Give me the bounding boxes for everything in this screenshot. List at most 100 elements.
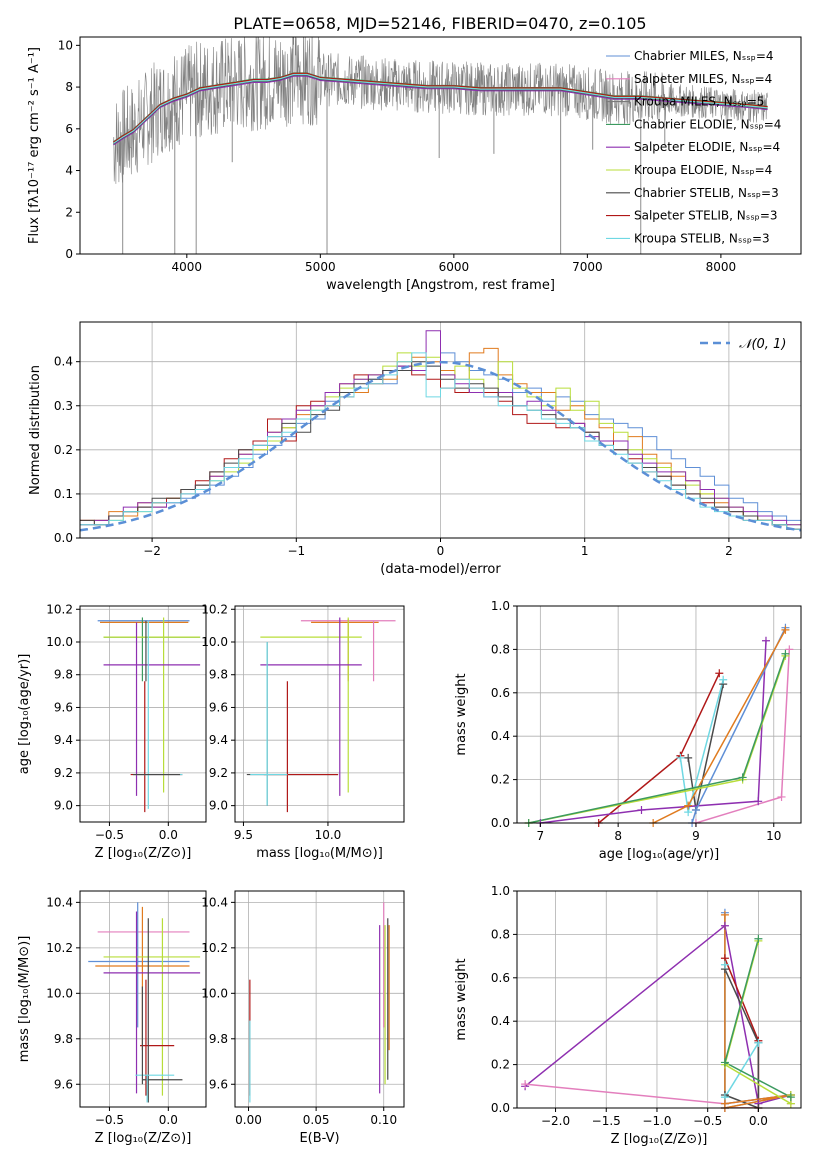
x-axis-label: wavelength [Angstrom, rest frame]: [326, 278, 555, 293]
series-marker: [754, 797, 763, 806]
model-line: [113, 73, 768, 144]
y-tick-label: 9.6: [209, 700, 228, 714]
y-axis-label: mass weight: [454, 958, 469, 1040]
x-tick-label: 6000: [439, 260, 470, 274]
x-tick-label: 0.10: [370, 1113, 397, 1127]
legend-label: Chabrier MILES, Nₛₛₚ=4: [634, 49, 774, 63]
x-tick-label: 8000: [706, 260, 737, 274]
x-tick-label: 9.5: [234, 828, 253, 842]
y-tick-label: 9.8: [54, 668, 73, 682]
series-marker: [781, 625, 790, 634]
plot-area: [113, 37, 768, 254]
x-tick-label: 10.0: [315, 828, 342, 842]
y-axis-label: age [log₁₀(age/yr)]: [17, 654, 32, 775]
series-marker: [691, 805, 700, 814]
series-line: [691, 627, 787, 823]
series-marker: [785, 645, 794, 654]
y-axis-label: Flux [fλ10⁻¹⁷ erg cm⁻² s⁻¹ A⁻¹]: [27, 47, 42, 244]
plot-area: [524, 912, 792, 1108]
y-tick-label: 9.6: [209, 1077, 228, 1091]
y-tick-label: 8: [65, 80, 73, 94]
y-tick-label: 9.0: [54, 799, 73, 813]
x-tick-label: −1: [287, 544, 305, 558]
legend-label: Chabrier STELIB, Nₛₛₚ=3: [634, 186, 779, 200]
plot-area: [88, 902, 201, 1103]
x-tick-label: 5000: [305, 260, 336, 274]
x-tick-label: −0.5: [95, 828, 124, 842]
y-tick-label: 10.0: [46, 635, 73, 649]
y-tick-label: 0.6: [491, 971, 510, 985]
panel-residuals: 𝒩(0, 1) −2 −1 0 1 2 0.0 0.1 0.2 0.3 0.4 (data-model…: [28, 321, 802, 577]
legend: Chabrier MILES, Nₛₛₚ=4 Salpeter MILES, Nₛ…: [606, 49, 781, 245]
y-tick-label: 9.6: [54, 700, 73, 714]
y-tick-label: 10.0: [201, 635, 228, 649]
y-tick-label: 4: [65, 164, 73, 178]
series-marker: [781, 649, 790, 658]
y-tick-label: 0.3: [54, 399, 73, 413]
x-tick-label: 7: [537, 829, 545, 843]
x-axis-label: Z [log₁₀(Z/Z⊙)]: [95, 1131, 192, 1146]
model-line: [113, 75, 768, 146]
x-tick-label: 0.0: [159, 828, 178, 842]
legend-label: Salpeter MILES, Nₛₛₚ=4: [634, 72, 772, 86]
series-marker: [720, 1058, 729, 1067]
series-marker: [720, 921, 729, 930]
x-tick-label: 0.0: [159, 1113, 178, 1127]
data-spectrum-line: [113, 37, 768, 184]
y-tick-label: 9.8: [209, 1032, 228, 1046]
x-tick-label: −1.5: [592, 1114, 621, 1128]
x-axis-label: age [log₁₀(age/yr)]: [599, 847, 720, 862]
plot-area: [80, 330, 801, 538]
legend-label: Salpeter STELIB, Nₛₛₚ=3: [634, 209, 778, 223]
y-tick-label: 0.8: [491, 642, 510, 656]
x-tick-label: 2: [725, 544, 733, 558]
x-tick-label: −0.5: [95, 1113, 124, 1127]
y-tick-label: 10: [58, 38, 73, 52]
series-marker: [754, 934, 763, 943]
axes-frame: [516, 890, 802, 1109]
x-tick-label: 4000: [172, 260, 203, 274]
axes-frame: [79, 605, 207, 823]
axes-frame: [516, 605, 802, 824]
y-tick-label: 0.6: [491, 686, 510, 700]
series-marker: [719, 675, 728, 684]
panel-z-age: −0.5 0.0 9.0 9.2 9.4 9.6 9.8 10.0 10.2 Z [log₁₀(Z…: [17, 602, 207, 861]
plot-area: [249, 902, 390, 1103]
series-marker: [761, 636, 770, 645]
x-tick-label: 8: [614, 829, 622, 843]
x-axis-label: E(B-V): [299, 1131, 339, 1146]
y-tick-label: 1.0: [491, 599, 510, 613]
y-tick-label: 10.4: [46, 895, 73, 909]
panel-z-massweight: −2.0 −1.5 −1.0 −0.5 0.0 0.0 0.2 0.4 0.6 0.8 1.0 Z […: [454, 884, 802, 1147]
model-line: [113, 72, 768, 143]
panel-age-massweight: 7 8 9 10 0.0 0.2 0.4 0.6 0.8 1.0 age [log₁₀(age/yr…: [454, 599, 802, 862]
y-tick-label: 9.4: [54, 733, 73, 747]
y-tick-label: 2: [65, 205, 73, 219]
y-tick-label: 0.2: [491, 773, 510, 787]
y-tick-label: 10.2: [201, 602, 228, 616]
y-tick-label: 10.2: [201, 941, 228, 955]
x-axis-label: Z [log₁₀(Z/Z⊙)]: [611, 1132, 708, 1147]
y-tick-label: 9.6: [54, 1077, 73, 1091]
legend-label: Chabrier ELODIE, Nₛₛₚ=4: [634, 117, 781, 131]
plot-area: [97, 617, 201, 813]
x-tick-label: −2.0: [541, 1114, 570, 1128]
panel-z-mass: −0.5 0.0 9.6 9.8 10.0 10.2 10.4 Z [log₁₀(Z/Z⊙)]…: [17, 890, 207, 1146]
series-line: [540, 640, 767, 823]
y-tick-label: 0.2: [491, 1058, 510, 1072]
x-tick-label: −2: [143, 544, 161, 558]
histogram-series: [80, 352, 801, 538]
x-tick-label: 9: [692, 829, 700, 843]
y-tick-label: 9.4: [209, 733, 228, 747]
plot-area: [528, 627, 791, 823]
y-tick-label: 9.0: [209, 799, 228, 813]
y-axis-label: mass [log₁₀(M/M⊙)]: [17, 936, 32, 1063]
legend-label: 𝒩(0, 1): [739, 337, 786, 352]
x-tick-label: 0.0: [749, 1114, 768, 1128]
x-tick-label: 0.05: [303, 1113, 330, 1127]
x-tick-label: 0: [437, 544, 445, 558]
histogram-series: [80, 361, 801, 538]
y-tick-label: 0.4: [491, 1014, 510, 1028]
series-marker: [786, 1093, 795, 1102]
